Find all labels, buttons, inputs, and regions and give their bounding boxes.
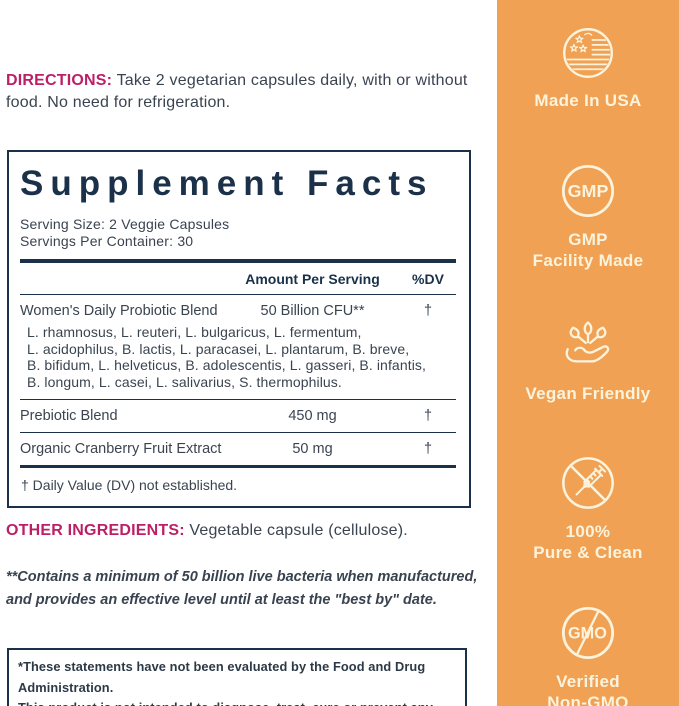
table-row-probiotic-blend: Women's Daily Probiotic Blend 50 Billion… (20, 295, 456, 399)
divider-thin (20, 399, 456, 401)
divider-thick (20, 259, 456, 264)
badge-made-in-usa: Made In USA (534, 26, 641, 111)
column-header-dv: %DV (412, 271, 444, 288)
ingredient-amount: 50 Billion CFU** (260, 303, 365, 320)
fda-disclaimer-line: This product is not intended to diagnose… (18, 698, 455, 706)
badge-vegan-friendly: Vegan Friendly (525, 315, 650, 404)
table-row-prebiotic-blend: Prebiotic Blend 450 mg † (20, 400, 456, 432)
ingredient-name: Organic Cranberry Fruit Extract (20, 441, 222, 458)
badge-label: Verified (556, 672, 620, 691)
table-header-row: Amount Per Serving %DV (20, 263, 456, 294)
badge-label: 100% (565, 522, 611, 541)
ingredient-amount: 50 mg (292, 441, 333, 458)
directions-heading: DIRECTIONS: (6, 72, 113, 89)
directions-text: Take 2 vegetarian capsules daily, with o… (6, 72, 468, 112)
ingredient-dv: † (423, 303, 433, 320)
badge-gmp-facility: GMP GMP Facility Made (533, 163, 644, 271)
fda-disclaimer-box: *These statements have not been evaluate… (7, 648, 467, 706)
badge-pure-clean: 100% Pure & Clean (533, 455, 642, 563)
serving-size: Serving Size: 2 Veggie Capsules (20, 216, 230, 233)
other-ingredients-heading: OTHER INGREDIENTS: (6, 522, 185, 540)
badge-label: GMP (568, 230, 608, 249)
directions: DIRECTIONS: Take 2 vegetarian capsules d… (6, 70, 489, 114)
ingredient-dv: † (423, 441, 433, 458)
manufacture-note-line: **Contains a minimum of 50 billion live … (6, 569, 478, 586)
probiotic-strain-list: L. rhamnosus, L. reuteri, L. bulgaricus,… (20, 324, 456, 399)
ingredient-dv: † (423, 408, 433, 425)
other-ingredients-text: Vegetable capsule (cellulose). (189, 522, 408, 540)
strain-line: B. bifidum, L. helveticus, B. adolescent… (27, 357, 426, 374)
divider-thin (20, 432, 456, 434)
divider-thick (20, 465, 456, 469)
gmp-seal-icon: GMP (561, 164, 615, 218)
ingredient-amount: 450 mg (288, 408, 337, 425)
table-row-cranberry-extract: Organic Cranberry Fruit Extract 50 mg † (20, 433, 456, 465)
badge-label: Vegan Friendly (525, 384, 651, 403)
dv-footnote: † Daily Value (DV) not established. (21, 477, 238, 494)
supplement-facts-title: Supplement Facts (20, 164, 434, 204)
strain-line: B. longum, L. casei, L. salivarius, S. t… (27, 373, 342, 390)
badge-label: Non-GMO (547, 693, 629, 706)
badge-label: Pure & Clean (533, 543, 643, 562)
badge-sidebar: Made In USA GMP GMP Facility Made (497, 0, 679, 706)
label-left-column: DIRECTIONS: Take 2 vegetarian capsules d… (6, 70, 489, 706)
gmp-seal-text: GMP (568, 181, 609, 201)
strain-line: L. acidophilus, B. lactis, L. paracasei,… (27, 340, 410, 357)
non-gmo-seal-icon: GMO (561, 606, 615, 660)
usa-flag-icon (563, 28, 613, 78)
ingredient-name: Women's Daily Probiotic Blend (20, 303, 218, 320)
servings-per-container: Servings Per Container: 30 (20, 233, 194, 250)
vegan-hand-leaf-icon (565, 321, 610, 363)
manufacture-note-line: and provides an effective level until at… (6, 591, 437, 608)
other-ingredients: OTHER INGREDIENTS: Vegetable capsule (ce… (6, 522, 489, 540)
strain-line: L. rhamnosus, L. reuteri, L. bulgaricus,… (27, 324, 362, 341)
column-header-amount: Amount Per Serving (245, 271, 380, 288)
fda-disclaimer-line: *These statements have not been evaluate… (18, 659, 426, 695)
manufacture-note: **Contains a minimum of 50 billion live … (6, 566, 489, 611)
divider-thin (20, 294, 456, 296)
no-syringe-icon (562, 457, 614, 509)
supplement-facts-panel: Supplement Facts Serving Size: 2 Veggie … (7, 150, 471, 509)
badge-label: Made In USA (534, 91, 642, 110)
badge-label: Facility Made (532, 251, 644, 270)
badge-non-gmo: GMO Verified Non-GMO (547, 605, 628, 706)
ingredient-name: Prebiotic Blend (20, 408, 118, 425)
